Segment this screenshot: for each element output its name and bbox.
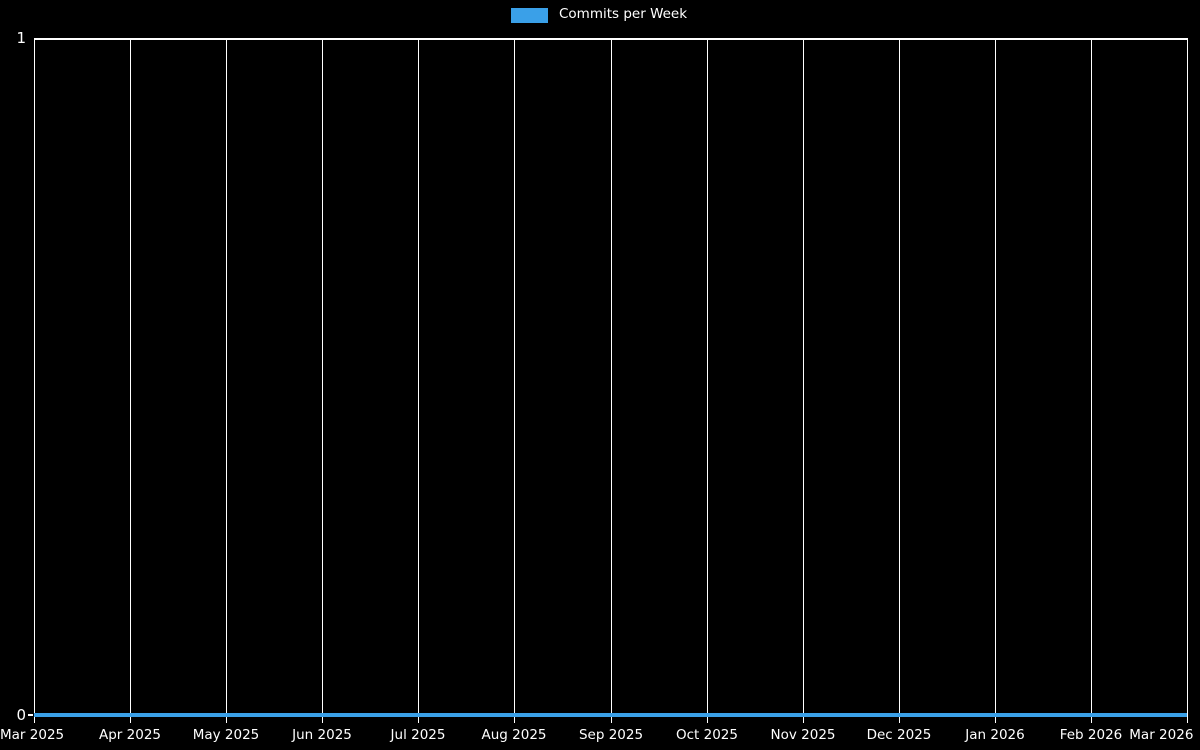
grid-line xyxy=(707,38,708,723)
plot-area xyxy=(28,38,1188,723)
grid-line xyxy=(322,38,323,723)
x-axis-tick-label: Dec 2025 xyxy=(866,727,932,743)
legend-color-swatch xyxy=(511,7,548,23)
x-axis-tick-label: Sep 2025 xyxy=(578,727,644,743)
x-axis-tick-label: Jun 2025 xyxy=(292,727,352,743)
x-axis-tick-label: Aug 2025 xyxy=(481,727,547,743)
x-axis-tick-label: Apr 2025 xyxy=(98,727,162,743)
grid-line xyxy=(995,38,996,723)
grid-line xyxy=(1091,38,1092,723)
y-axis-tick-label-min: 0 xyxy=(16,706,26,724)
x-axis-tick-label: Nov 2025 xyxy=(770,727,836,743)
grid-line xyxy=(226,38,227,723)
grid-line xyxy=(899,38,900,723)
series-line-commits-per-week xyxy=(34,713,1187,717)
y-axis-tick-label-max: 1 xyxy=(16,29,26,47)
grid-line xyxy=(1187,38,1188,723)
x-axis-tick-label: Mar 2025 xyxy=(0,727,65,743)
grid-line xyxy=(34,38,35,723)
grid-line xyxy=(418,38,419,723)
top-axis-spine xyxy=(34,38,1187,40)
chart-legend: Commits per Week xyxy=(511,4,687,26)
x-axis-tick-label: Oct 2025 xyxy=(676,727,738,743)
x-axis-tick-label: Mar 2026 xyxy=(1129,727,1194,743)
x-axis-tick-label: Jul 2025 xyxy=(390,727,446,743)
legend-label: Commits per Week xyxy=(559,6,688,23)
grid-line xyxy=(514,38,515,723)
x-axis-tick-label: May 2025 xyxy=(192,727,260,743)
grid-line xyxy=(611,38,612,723)
y-axis-tick-mark-zero xyxy=(28,714,33,716)
grid-line xyxy=(803,38,804,723)
x-axis-tick-label: Feb 2026 xyxy=(1059,727,1123,743)
x-axis-tick-label: Jan 2026 xyxy=(965,727,1025,743)
grid-line xyxy=(130,38,131,723)
